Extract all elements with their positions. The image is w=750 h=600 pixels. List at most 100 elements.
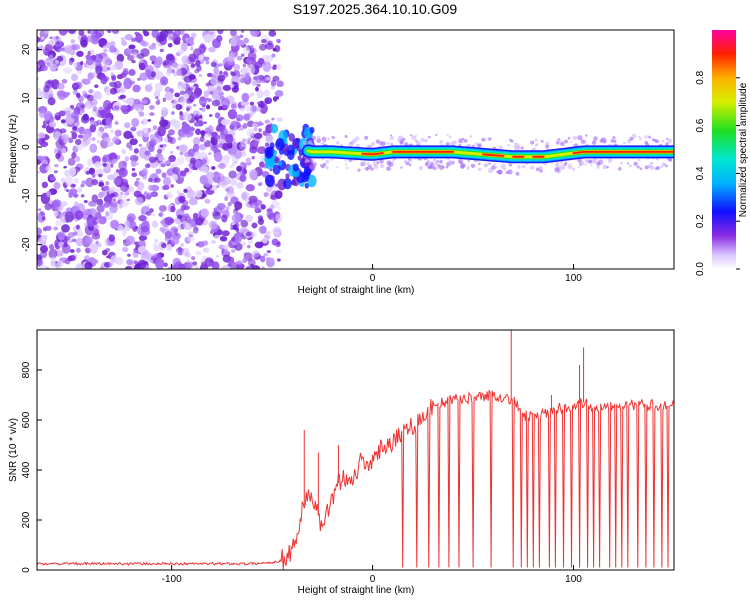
spectrogram-heatmap bbox=[37, 30, 674, 269]
spectrogram-ridge-halo bbox=[488, 167, 494, 174]
spectrogram-noise-blob bbox=[210, 76, 218, 86]
spectrogram-noise-blob bbox=[89, 143, 98, 153]
spectrogram-noise-blob bbox=[102, 163, 107, 167]
spectrogram-noise-blob bbox=[80, 39, 88, 48]
spectrogram-noise-blob bbox=[77, 134, 84, 139]
spectrogram-noise-blob bbox=[258, 182, 263, 186]
spectrogram-noise-blob bbox=[113, 105, 120, 111]
spectrogram-noise-blob bbox=[245, 105, 251, 112]
spectrogram-ridge-halo bbox=[600, 137, 606, 143]
spectrogram-ridge-halo bbox=[628, 164, 632, 168]
spectrogram-ridge-halo bbox=[644, 135, 648, 139]
spectrogram-ridge-halo bbox=[535, 142, 539, 146]
spectrogram-noise-blob bbox=[204, 198, 211, 204]
spectrogram-noise-blob bbox=[107, 174, 115, 181]
spectrogram-noise-blob bbox=[110, 129, 114, 134]
spectrogram-noise-blob bbox=[241, 235, 247, 240]
spectrogram-ridge-halo bbox=[401, 137, 406, 142]
colorbar-tick-label: 0.4 bbox=[695, 166, 706, 180]
spectrogram-noise-blob bbox=[109, 87, 117, 95]
spectrogram-noise-blob bbox=[120, 198, 130, 207]
spectrogram-noise-blob bbox=[240, 67, 249, 75]
spectrogram-noise-blob bbox=[144, 150, 151, 156]
spectrogram-peak-core bbox=[572, 151, 674, 155]
spectrogram-noise-blob bbox=[208, 46, 216, 53]
spectrogram-ridge-halo bbox=[596, 165, 600, 169]
spectrogram-ridge-halo bbox=[517, 165, 521, 169]
spectrogram-noise-blob bbox=[109, 45, 116, 53]
spectrogram-noise-blob bbox=[245, 214, 254, 223]
snr-x-tick-label: 0 bbox=[370, 574, 376, 585]
spectrogram-noise-blob bbox=[106, 141, 114, 147]
spectrogram-transition-blob bbox=[297, 155, 302, 161]
spectrogram-noise-blob bbox=[274, 190, 283, 199]
spectrogram-noise-blob bbox=[199, 45, 206, 54]
spectrogram-ridge-halo bbox=[538, 165, 543, 170]
spectrogram-noise-blob bbox=[96, 139, 101, 144]
colorbar-tick-label: 0.2 bbox=[695, 214, 706, 228]
spectrogram-noise-blob bbox=[192, 103, 197, 107]
spectrogram-transition-blob bbox=[307, 174, 317, 188]
spectrogram-noise-blob bbox=[84, 261, 93, 269]
spectrogram-noise-blob bbox=[54, 163, 59, 168]
spectrogram-noise-blob bbox=[102, 99, 112, 111]
spectrogram-noise-blob bbox=[275, 96, 280, 100]
spectrogram-noise-blob bbox=[60, 177, 66, 183]
spectrogram-ridge-halo bbox=[418, 166, 423, 171]
spectrogram-noise-blob bbox=[125, 235, 135, 245]
spectrogram-noise-blob bbox=[60, 201, 68, 207]
spectrogram-noise-blob bbox=[218, 91, 225, 97]
spectrogram-noise-blob bbox=[94, 161, 102, 169]
spectrogram-noise-blob bbox=[245, 231, 252, 237]
spectrogram-ridge-halo bbox=[584, 163, 587, 166]
snr-panel: -100 0 100 0 200 400 600 800 Height of straigh… bbox=[8, 329, 675, 596]
spectrogram-noise-blob bbox=[116, 188, 122, 193]
spectrogram-noise-blob bbox=[274, 213, 283, 223]
spectrogram-y-ticks: -20 -10 0 10 20 bbox=[21, 44, 42, 252]
spectrogram-noise-blob bbox=[179, 90, 186, 95]
spectrogram-y-label: Frequency (Hz) bbox=[8, 115, 19, 184]
spectrogram-noise-blob bbox=[37, 36, 41, 43]
spectrogram-noise-blob bbox=[88, 89, 94, 94]
spectrogram-noise-blob bbox=[213, 234, 220, 239]
spectrogram-ridge-halo bbox=[612, 136, 616, 140]
spectrogram-noise-blob bbox=[213, 146, 219, 153]
spectrogram-transition-blob bbox=[309, 126, 315, 134]
spectrogram-ridge-halo bbox=[450, 141, 455, 146]
spectrogram-noise-blob bbox=[221, 214, 228, 223]
spectrogram-noise-blob bbox=[67, 232, 75, 239]
spectrogram-noise-blob bbox=[80, 194, 85, 198]
spectrogram-noise-blob bbox=[190, 32, 197, 38]
spectrogram-noise-blob bbox=[56, 41, 60, 45]
spectrogram-noise-blob bbox=[93, 228, 100, 237]
spectrogram-noise-blob bbox=[37, 159, 42, 165]
spectrogram-noise-blob bbox=[124, 156, 130, 162]
spectrogram-noise-blob bbox=[268, 30, 277, 37]
spectrogram-noise-blob bbox=[157, 125, 166, 137]
spectrogram-noise-blob bbox=[180, 204, 186, 211]
spectrogram-noise-blob bbox=[183, 113, 192, 122]
spectrogram-ridge-halo bbox=[602, 164, 608, 169]
spectrogram-noise-blob bbox=[275, 248, 282, 254]
spectrogram-noise-blob bbox=[173, 71, 178, 77]
spectrogram-noise-blob bbox=[201, 158, 208, 165]
spectrogram-noise-blob bbox=[126, 198, 130, 202]
spectrogram-noise-blob bbox=[113, 177, 122, 186]
spectrogram-noise-blob bbox=[189, 196, 198, 204]
spectrogram-noise-blob bbox=[121, 98, 126, 102]
spectrogram-ridge-halo bbox=[361, 161, 367, 167]
spectrogram-noise-blob bbox=[271, 117, 275, 121]
spectrogram-ridge-halo bbox=[571, 167, 575, 171]
spectrogram-noise-blob bbox=[278, 206, 282, 210]
spectrogram-noise-blob bbox=[53, 170, 58, 174]
spectrogram-noise-blob bbox=[149, 105, 155, 110]
spectrogram-y-tick-label: 10 bbox=[21, 92, 32, 104]
spectrogram-noise-blob bbox=[230, 103, 237, 109]
spectrogram-noise-blob bbox=[52, 199, 62, 208]
spectrogram-noise-blob bbox=[266, 186, 273, 193]
spectrogram-noise-blob bbox=[211, 166, 216, 170]
spectrogram-ridge-halo bbox=[491, 165, 496, 170]
spectrogram-noise-blob bbox=[199, 107, 203, 111]
spectrogram-noise-blob bbox=[55, 35, 59, 40]
spectrogram-ridge-halo bbox=[364, 166, 369, 171]
